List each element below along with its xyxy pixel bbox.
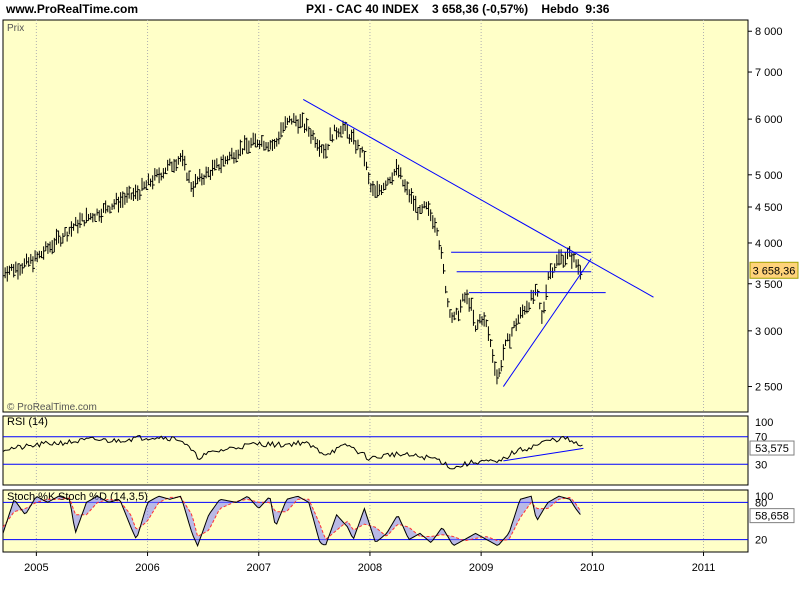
x-tick-label: 2006	[135, 562, 159, 574]
price-y-tick-label: 4 500	[755, 202, 783, 214]
rsi-last-value: 53,575	[755, 443, 789, 455]
stoch-d-line	[2, 496, 581, 542]
price-last-value-box	[749, 261, 799, 279]
price-trendline	[302, 98, 654, 298]
stoch-top-label: 100	[755, 491, 773, 503]
rsi-trendline	[503, 447, 584, 462]
price-y-tick-label: 6 000	[755, 114, 783, 126]
price-trendline	[502, 258, 592, 387]
stoch-last-value-box	[749, 508, 795, 524]
rsi-last-value-box	[749, 440, 795, 456]
price-y-tick-label: 7 000	[755, 67, 783, 79]
price-y-tick-label: 8 000	[755, 26, 783, 38]
rsi-level-label: 30	[755, 459, 767, 471]
stoch-level-label: 20	[755, 535, 767, 547]
site-name[interactable]: www.ProRealTime.com	[6, 2, 139, 16]
price-y-tick-label: 3 500	[755, 279, 783, 291]
panel-price	[2, 19, 749, 413]
stoch-fill	[3, 496, 581, 546]
x-tick-label: 2008	[358, 562, 382, 574]
rsi-top-label: 100	[755, 417, 773, 429]
x-tick-label: 2011	[692, 562, 716, 574]
stoch-d-label: Stoch %D (14,3,5)	[58, 491, 148, 503]
x-tick-label: 2009	[469, 562, 493, 574]
price-y-tick-label: 2 500	[755, 382, 783, 394]
x-tick-label: 2010	[580, 562, 604, 574]
price-y-tick-label: 4 000	[755, 238, 783, 250]
rsi-panel-label: RSI (14)	[7, 416, 48, 428]
price-bars	[2, 112, 583, 385]
chart-title: PXI - CAC 40 INDEX 3 658,36 (-0,57%) Heb…	[306, 2, 610, 16]
stoch-level-label: 80	[755, 497, 767, 509]
stoch-k-line	[2, 495, 581, 548]
price-y-tick-label: 3 000	[755, 326, 783, 338]
x-tick-label: 2007	[247, 562, 271, 574]
watermark: © ProRealTime.com	[7, 402, 97, 413]
price-y-tick-label: 5 000	[755, 170, 783, 182]
x-tick-label: 2005	[24, 562, 48, 574]
price-last-value: 3 658,36	[753, 265, 796, 277]
panel-rsi	[2, 415, 749, 486]
price-panel-label: Prix	[7, 23, 24, 34]
stoch-last-value: 58,658	[755, 511, 789, 523]
header-bar: www.ProRealTime.com PXI - CAC 40 INDEX 3…	[0, 0, 800, 18]
rsi-line	[2, 435, 583, 470]
